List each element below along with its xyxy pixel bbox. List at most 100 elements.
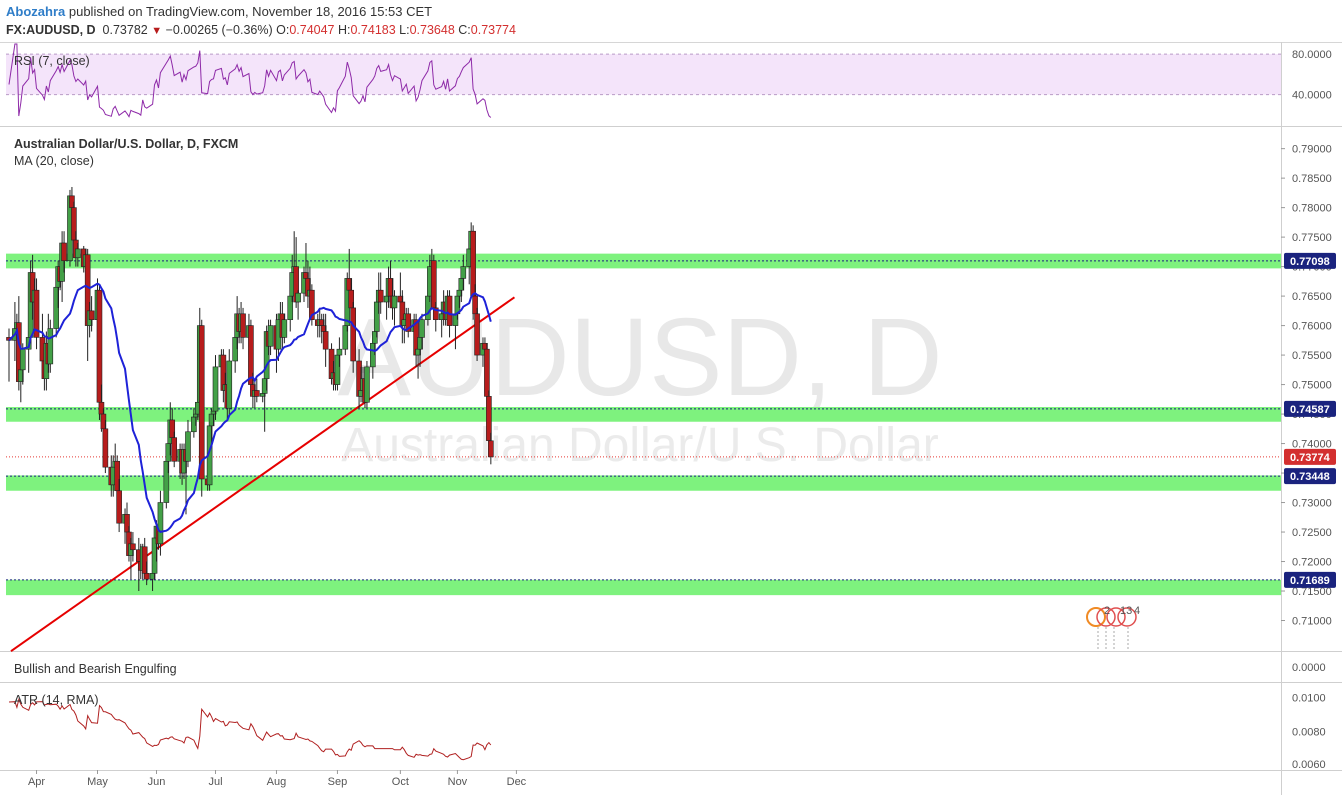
atr-label: ATR (14, RMA) bbox=[14, 693, 99, 707]
candle[interactable] bbox=[198, 319, 205, 497]
candle-body bbox=[419, 319, 425, 338]
candle-body bbox=[267, 325, 274, 347]
y-tick-label: 0.78000 bbox=[1292, 203, 1332, 215]
candle[interactable] bbox=[61, 231, 67, 273]
candle[interactable] bbox=[116, 478, 122, 533]
moving-average-line bbox=[8, 282, 492, 533]
candle[interactable] bbox=[6, 328, 12, 382]
candle[interactable] bbox=[350, 302, 356, 373]
close-label: C: bbox=[458, 23, 471, 37]
main-series-title: Australian Dollar/U.S. Dollar, D, FXCM bbox=[14, 137, 238, 151]
candle-body bbox=[171, 437, 178, 462]
candle[interactable] bbox=[309, 284, 315, 326]
candle-body bbox=[226, 360, 233, 409]
candle[interactable] bbox=[432, 302, 439, 332]
rsi-line bbox=[8, 43, 492, 118]
candle-body bbox=[322, 331, 329, 350]
x-tick-label: Dec bbox=[507, 776, 527, 788]
ohlc-legend: FX:AUDUSD, D 0.73782 ▼ −0.00265 (−0.36%)… bbox=[6, 23, 516, 37]
candle-body bbox=[391, 295, 398, 309]
chart-header: Abozahra published on TradingView.com, N… bbox=[0, 0, 1342, 42]
y-tick-label: 0.76000 bbox=[1292, 321, 1332, 333]
price-tag-box bbox=[1284, 448, 1336, 465]
candle-body bbox=[47, 328, 54, 365]
candle[interactable] bbox=[254, 378, 260, 403]
open-label: O: bbox=[276, 23, 290, 37]
support-resistance-zone[interactable] bbox=[6, 579, 1281, 596]
candle[interactable] bbox=[295, 290, 301, 320]
price-level-tags: 0.77098 0.74587 0.73448 0.71689 0.73774 bbox=[1284, 252, 1336, 588]
candle[interactable] bbox=[75, 243, 81, 267]
candle-body bbox=[377, 289, 384, 303]
candle[interactable] bbox=[488, 432, 494, 465]
publish-line: Abozahra published on TradingView.com, N… bbox=[6, 4, 432, 19]
candle[interactable] bbox=[240, 307, 246, 350]
event-marker-4: 4 bbox=[1134, 605, 1140, 617]
candle[interactable] bbox=[212, 355, 219, 420]
candle[interactable] bbox=[102, 419, 109, 474]
rsi-band bbox=[6, 54, 1281, 95]
economic-events[interactable]: 2 13 4 bbox=[1086, 605, 1140, 651]
candle[interactable] bbox=[405, 307, 412, 338]
candle-body bbox=[309, 289, 315, 320]
calendar-event-icon[interactable] bbox=[1086, 607, 1106, 627]
candle[interactable] bbox=[267, 319, 274, 356]
candle[interactable] bbox=[88, 296, 95, 332]
candle[interactable] bbox=[364, 360, 370, 409]
candle-body bbox=[405, 313, 412, 332]
y-tick-label: 0.71000 bbox=[1292, 616, 1332, 628]
price-tag: 0.73774 bbox=[1284, 448, 1336, 465]
rsi-tick-label: 40.0000 bbox=[1292, 90, 1332, 102]
atr-tick-label: 0.0080 bbox=[1292, 727, 1326, 739]
y-tick-label: 0.75000 bbox=[1292, 380, 1332, 392]
candle[interactable] bbox=[185, 419, 191, 468]
candle-body bbox=[185, 431, 191, 462]
candle[interactable] bbox=[391, 290, 398, 326]
engulfing-label: Bullish and Bearish Engulfing bbox=[14, 662, 177, 676]
price-tag: 0.74587 bbox=[1284, 400, 1336, 417]
candle-body bbox=[75, 248, 81, 259]
x-tick-label: Jul bbox=[208, 776, 222, 788]
y-tick-label: 0.72500 bbox=[1292, 527, 1332, 539]
price-tag-box bbox=[1284, 400, 1336, 417]
support-resistance-zone[interactable] bbox=[6, 475, 1281, 491]
candle[interactable] bbox=[47, 319, 54, 373]
calendar-event-icon[interactable] bbox=[1106, 607, 1126, 627]
candle[interactable] bbox=[377, 272, 384, 314]
candle-body bbox=[432, 307, 439, 320]
calendar-event-icon[interactable] bbox=[1096, 607, 1116, 627]
atr-line bbox=[8, 697, 492, 761]
candle-body bbox=[33, 289, 40, 338]
candle[interactable] bbox=[460, 254, 467, 291]
candle[interactable] bbox=[171, 431, 178, 468]
last-price: 0.73782 bbox=[102, 23, 148, 37]
open-value: 0.74047 bbox=[289, 23, 335, 37]
symbol-label[interactable]: FX:AUDUSD, D bbox=[6, 23, 96, 37]
candle[interactable] bbox=[281, 313, 288, 344]
candle[interactable] bbox=[130, 532, 136, 562]
price-axis[interactable]: 0.790000.785000.780000.775000.770000.765… bbox=[1281, 144, 1332, 628]
y-tick-label: 0.74000 bbox=[1292, 439, 1332, 451]
support-resistance-zone[interactable] bbox=[6, 406, 1281, 422]
candle[interactable] bbox=[474, 307, 480, 361]
candle-body bbox=[336, 348, 343, 356]
candle[interactable] bbox=[226, 349, 233, 415]
calendar-event-icon[interactable] bbox=[1117, 607, 1137, 627]
y-tick-label: 0.71500 bbox=[1292, 586, 1332, 598]
candle[interactable] bbox=[336, 337, 343, 367]
candle-body bbox=[19, 348, 26, 371]
trend-line[interactable] bbox=[10, 296, 516, 652]
price-tag-box bbox=[1284, 468, 1336, 485]
candle[interactable] bbox=[33, 278, 40, 350]
candle-body bbox=[364, 366, 370, 403]
candle[interactable] bbox=[143, 561, 150, 586]
chart-canvas[interactable]: AUDUSD, D Australian Dollar/U.S. Dollar … bbox=[0, 42, 1342, 795]
candle-body bbox=[143, 573, 150, 580]
time-axis[interactable]: Apr May Jun Jul Aug Sep Oct Nov Dec bbox=[28, 770, 527, 788]
candle-body bbox=[431, 260, 437, 309]
candle[interactable] bbox=[419, 313, 425, 350]
author-link[interactable]: Abozahra bbox=[6, 4, 66, 19]
rsi-label: RSI (7, close) bbox=[14, 54, 90, 68]
candle[interactable] bbox=[157, 490, 164, 556]
candle[interactable] bbox=[322, 313, 329, 367]
